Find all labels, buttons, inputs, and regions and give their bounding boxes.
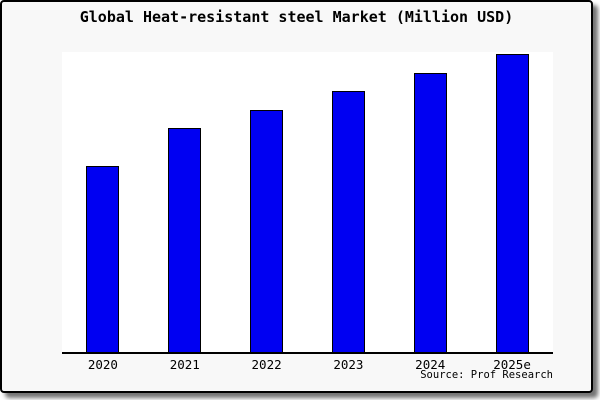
x-tick-label-2024: 2024 bbox=[415, 357, 446, 372]
bar-slot-2021 bbox=[144, 52, 226, 352]
chart-card: Global Heat-resistant steel Market (Mill… bbox=[0, 0, 593, 393]
x-tick-label-2023: 2023 bbox=[333, 357, 364, 372]
bar-slot-2025e bbox=[471, 52, 553, 352]
x-tick-label-2022: 2022 bbox=[251, 357, 282, 372]
plot-area bbox=[62, 52, 553, 354]
bar-2025e bbox=[495, 53, 529, 352]
bar-2021 bbox=[168, 128, 202, 352]
bar-2020 bbox=[86, 165, 120, 352]
bar-2023 bbox=[331, 91, 365, 352]
bar-2022 bbox=[250, 109, 284, 352]
x-tick-label-2025e: 2025e bbox=[493, 357, 531, 372]
bar-slot-2024 bbox=[389, 52, 471, 352]
chart-title: Global Heat-resistant steel Market (Mill… bbox=[79, 8, 514, 26]
bar-slot-2020 bbox=[62, 52, 144, 352]
x-axis-labels: 2020 2021 2022 2023 2024 2025e bbox=[62, 357, 553, 372]
bar-2024 bbox=[413, 72, 447, 352]
bar-slot-2023 bbox=[307, 52, 389, 352]
x-tick-label-2020: 2020 bbox=[87, 357, 118, 372]
x-tick-label-2021: 2021 bbox=[169, 357, 200, 372]
source-note: Source: Prof Research bbox=[420, 369, 553, 381]
bar-slot-2022 bbox=[226, 52, 308, 352]
